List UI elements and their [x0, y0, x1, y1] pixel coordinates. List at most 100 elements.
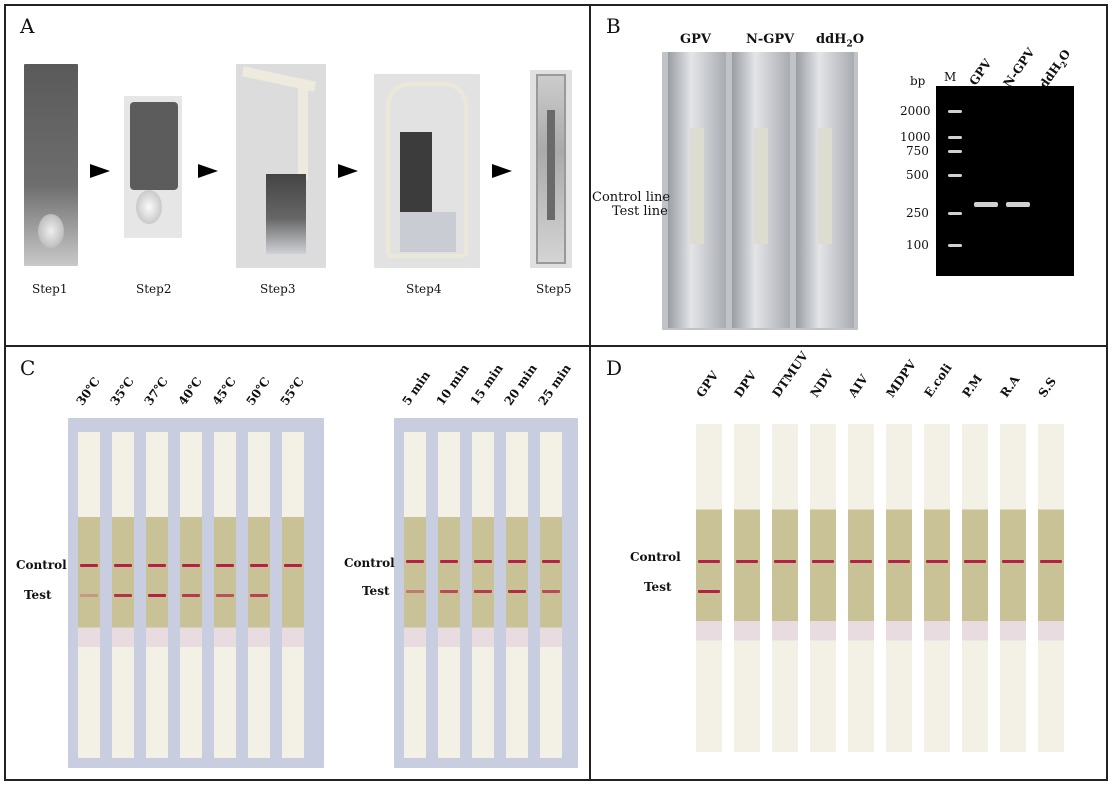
time-label: 20 min — [501, 361, 540, 408]
test-band — [474, 590, 492, 593]
sample-strip — [1000, 424, 1026, 752]
control-band — [406, 560, 424, 563]
time-strip — [438, 432, 460, 758]
step5-photo — [530, 70, 572, 268]
temperature-strip — [282, 432, 304, 758]
step1-photo — [24, 64, 78, 266]
control-band — [698, 560, 720, 563]
control-band — [812, 560, 834, 563]
temperature-label: 40℃ — [175, 374, 205, 408]
test-band — [542, 590, 560, 593]
control-band — [926, 560, 948, 563]
step3-photo — [236, 64, 326, 268]
time-strip — [404, 432, 426, 758]
sample-strip — [848, 424, 874, 752]
arrow-icon — [198, 164, 218, 178]
control-band — [114, 564, 132, 567]
temperature-strips-photo — [68, 418, 324, 768]
test-label: Test — [362, 584, 390, 598]
temperature-strip — [248, 432, 270, 758]
control-label: Control — [630, 550, 681, 564]
test-band — [440, 590, 458, 593]
gel-lane-label-ngpv: N-GPV — [1000, 45, 1038, 90]
sample-label: P.M — [959, 371, 986, 400]
time-strip — [540, 432, 562, 758]
control-band — [774, 560, 796, 563]
step-label: Step3 — [260, 282, 296, 296]
sample-strip — [1038, 424, 1064, 752]
figure-frame: A Step1 Step2 Step3 Step4 — [4, 4, 1108, 781]
time-strips-photo — [394, 418, 578, 768]
test-label: Test — [644, 580, 672, 594]
temperature-strip — [78, 432, 100, 758]
control-band — [508, 560, 526, 563]
test-band — [698, 590, 720, 593]
control-band — [80, 564, 98, 567]
sample-label: NDV — [807, 366, 837, 400]
time-label: 5 min — [399, 368, 434, 408]
temperature-strip — [112, 432, 134, 758]
sample-label: DPV — [731, 368, 760, 400]
panel-a-label: A — [20, 14, 35, 38]
specificity-strips-photo — [686, 410, 1086, 762]
temperature-strip — [180, 432, 202, 758]
sample-strip — [924, 424, 950, 752]
gel-lane-label-gpv: GPV — [966, 56, 995, 88]
temperature-label: 55℃ — [277, 374, 307, 408]
arrow-icon — [492, 164, 512, 178]
control-band — [440, 560, 458, 563]
sample-label: E.coli — [921, 361, 955, 400]
ladder-label: 1000 — [900, 130, 931, 144]
ladder-label: 500 — [906, 168, 929, 182]
gel-image — [936, 86, 1074, 276]
step-label: Step1 — [32, 282, 68, 296]
step4-photo — [374, 74, 480, 268]
divider-vertical — [589, 6, 591, 779]
device-label-ngpv: N-GPV — [746, 32, 795, 47]
test-band — [406, 590, 424, 593]
gel-unit-label: bp — [910, 74, 926, 88]
control-band — [216, 564, 234, 567]
sample-label: GPV — [693, 368, 722, 400]
test-label: Test — [24, 588, 52, 602]
step-label: Step4 — [406, 282, 442, 296]
device-label-gpv: GPV — [680, 32, 711, 47]
control-band — [474, 560, 492, 563]
control-label: Control — [16, 558, 67, 572]
control-label: Control — [344, 556, 395, 570]
control-band — [736, 560, 758, 563]
sample-strip — [772, 424, 798, 752]
temperature-label: 30℃ — [73, 374, 103, 408]
time-label: 10 min — [433, 361, 472, 408]
time-label: 25 min — [535, 361, 574, 408]
temperature-strip — [214, 432, 236, 758]
sample-label: AIV — [845, 372, 871, 400]
time-strip — [506, 432, 528, 758]
step2-photo — [124, 96, 182, 238]
test-band — [148, 594, 166, 597]
device-photo — [662, 52, 858, 330]
time-label: 15 min — [467, 361, 506, 408]
panel-d-label: D — [606, 356, 623, 380]
sample-strip — [734, 424, 760, 752]
test-band — [250, 594, 268, 597]
sample-label: MDPV — [883, 357, 920, 400]
ladder-label: 250 — [906, 206, 929, 220]
control-band — [888, 560, 910, 563]
ladder-label: 100 — [906, 238, 929, 252]
time-strip — [472, 432, 494, 758]
sample-label: R.A — [997, 372, 1023, 400]
gel-lane-label-marker: M — [944, 70, 957, 84]
control-band — [542, 560, 560, 563]
control-band — [964, 560, 986, 563]
panel-c-label: C — [20, 356, 36, 380]
sample-label: S.S — [1035, 374, 1060, 400]
temperature-label: 45℃ — [209, 374, 239, 408]
control-band — [148, 564, 166, 567]
divider-horizontal — [6, 345, 1106, 347]
step-label: Step2 — [136, 282, 172, 296]
test-band — [508, 590, 526, 593]
temperature-strip — [146, 432, 168, 758]
step-label: Step5 — [536, 282, 572, 296]
ladder-label: 750 — [906, 144, 929, 158]
